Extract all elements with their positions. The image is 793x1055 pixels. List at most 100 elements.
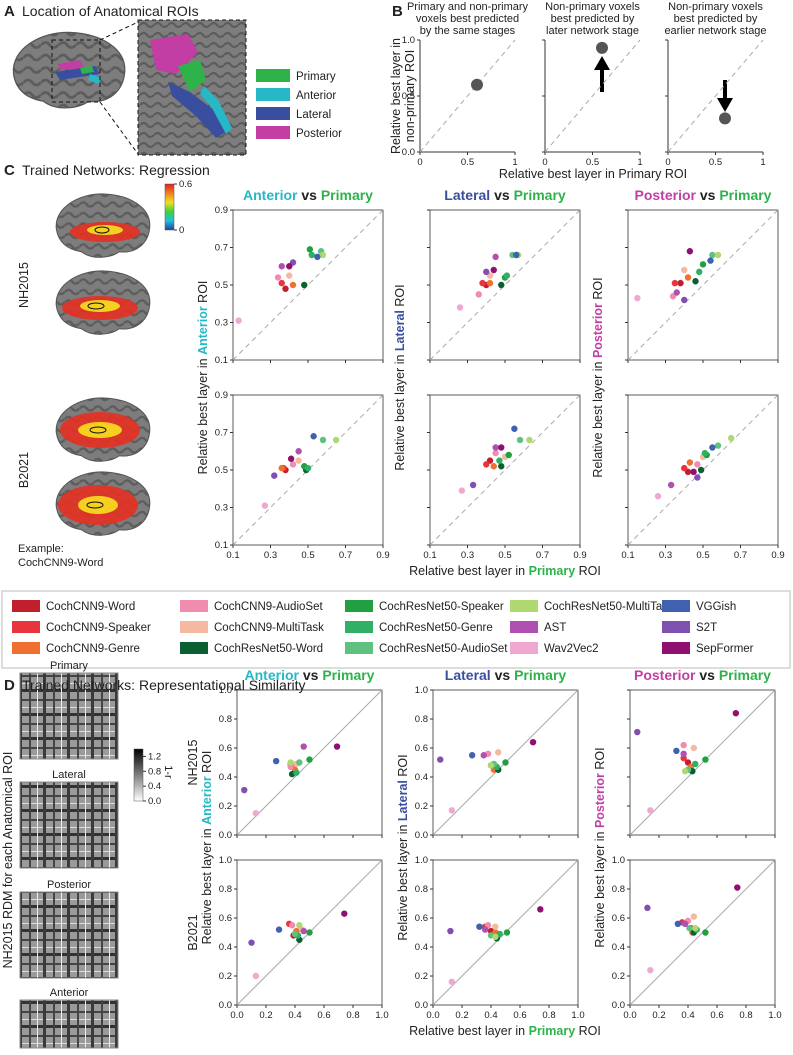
identity-line [232, 209, 384, 361]
row-label: B2021 [17, 452, 31, 488]
x-tick-label: 0.6 [317, 1010, 330, 1021]
label-part: Posterior [634, 667, 696, 683]
legend-label: Wav2Vec2 [544, 643, 599, 655]
y-tick-label: 0.4 [219, 942, 232, 953]
rdm-title: Posterior [47, 879, 91, 891]
y-tick-label: 1.0 [415, 855, 428, 866]
data-point [289, 461, 297, 468]
data-point [690, 468, 697, 476]
y-tick-label: 0.5 [215, 280, 228, 291]
x-tick-label: 0.4 [288, 1010, 301, 1021]
y-tick-label: 0.9 [215, 390, 228, 401]
data-point [498, 281, 505, 289]
label-part: Relative best layer in [593, 831, 607, 947]
x-tick-label: 0.8 [346, 1010, 359, 1021]
y-axis-label: Relative best layer in Anterior ROI [200, 751, 214, 945]
plot-frame [432, 859, 579, 1006]
identity-line [544, 39, 641, 153]
plot-frame [236, 689, 383, 836]
legend-label: CochResNet50-Word [214, 643, 323, 655]
identity-line [629, 689, 776, 836]
legend-swatch [180, 621, 208, 633]
legend-label: VGGish [696, 601, 736, 613]
data-point [537, 906, 544, 913]
legend-swatch [12, 600, 40, 612]
legend-label: CochCNN9-AudioSet [214, 601, 323, 613]
data-point [471, 78, 483, 91]
y-tick-label: 0.5 [402, 91, 415, 102]
identity-line [419, 39, 516, 153]
label-part: vs [700, 187, 716, 203]
data-point [271, 472, 278, 479]
colorbar-tick-label: 1.2 [148, 751, 161, 762]
data-point [634, 728, 641, 736]
label-part: Anterior [243, 187, 298, 203]
y-tick-label: 0.8 [219, 714, 232, 725]
label-part: Primary [322, 667, 374, 683]
example-label: CochCNN9-Word [18, 557, 103, 569]
label-part: Relative best layer in [196, 358, 210, 474]
x-tick-label: 1 [512, 157, 517, 168]
data-point [654, 493, 662, 500]
data-point [278, 464, 285, 472]
y-tick-label: 0.2 [415, 801, 428, 812]
column-title: Lateral vs Primary [445, 667, 567, 683]
label-part: Lateral [396, 780, 410, 821]
data-point [686, 459, 694, 466]
data-point [291, 930, 299, 938]
brain-illustrations [12, 19, 247, 536]
data-point [278, 263, 285, 270]
x-tick-label: 0.5 [498, 550, 511, 561]
colorbar [164, 183, 175, 231]
plot-frame [629, 859, 776, 1006]
label-part: vs [699, 667, 715, 683]
data-point [673, 747, 680, 755]
label-part: Lateral [393, 310, 407, 351]
legend-label: CochCNN9-Word [46, 601, 135, 613]
data-point [286, 263, 293, 270]
x-tick-label: 0.2 [652, 1010, 665, 1021]
y-axis-label: Relative best layer in Posterior ROI [593, 747, 607, 947]
data-point [289, 281, 297, 289]
data-point [295, 457, 302, 464]
data-point [483, 461, 490, 468]
x-tick-label: 0.3 [659, 550, 672, 561]
data-point [667, 481, 675, 489]
identity-line [667, 39, 764, 153]
data-point [341, 910, 348, 917]
label-part: Primary [321, 187, 373, 203]
panel-title: Trained Networks: Regression [22, 162, 210, 178]
x-tick-label: 1.0 [375, 1010, 388, 1021]
label-part: vs [301, 187, 317, 203]
data-point [681, 464, 688, 472]
y-tick-label: 0.5 [215, 465, 228, 476]
column-title: Lateral vs Primary [444, 187, 566, 203]
data-point [684, 274, 692, 281]
row-label: B2021 [186, 914, 200, 950]
x-tick-label: 1.0 [571, 1010, 584, 1021]
x-tick-label: 0 [665, 157, 670, 168]
label-part: ROI [591, 277, 605, 299]
x-tick-label: 0.0 [230, 1010, 243, 1021]
data-point [300, 743, 307, 750]
panel-title: Location of Anatomical ROIs [22, 3, 199, 19]
data-point [241, 786, 248, 794]
data-point [306, 756, 313, 763]
y-axis-label: Relative best layer in Anterior ROI [196, 281, 210, 475]
y-tick-label: 0.2 [612, 971, 625, 982]
data-point [647, 807, 654, 814]
chart-title: Non-primary voxels [545, 1, 640, 13]
column-title: Anterior vs Primary [245, 667, 375, 683]
x-tick-label: 0.6 [710, 1010, 723, 1021]
y-tick-label: 0.8 [415, 884, 428, 895]
rdm-axis-label: NH2015 RDM for each Anatomical ROI [1, 752, 15, 969]
data-point [248, 939, 255, 946]
label-part: vs [495, 667, 511, 683]
data-point [437, 756, 444, 763]
x-axis-label: Relative best layer in Primary ROI [409, 1024, 601, 1038]
x-tick-label: 0.5 [586, 157, 599, 168]
y-tick-label: 0.6 [415, 743, 428, 754]
label-part: ROI [200, 751, 214, 773]
y-tick-label: 0.2 [415, 971, 428, 982]
data-point [287, 455, 295, 462]
